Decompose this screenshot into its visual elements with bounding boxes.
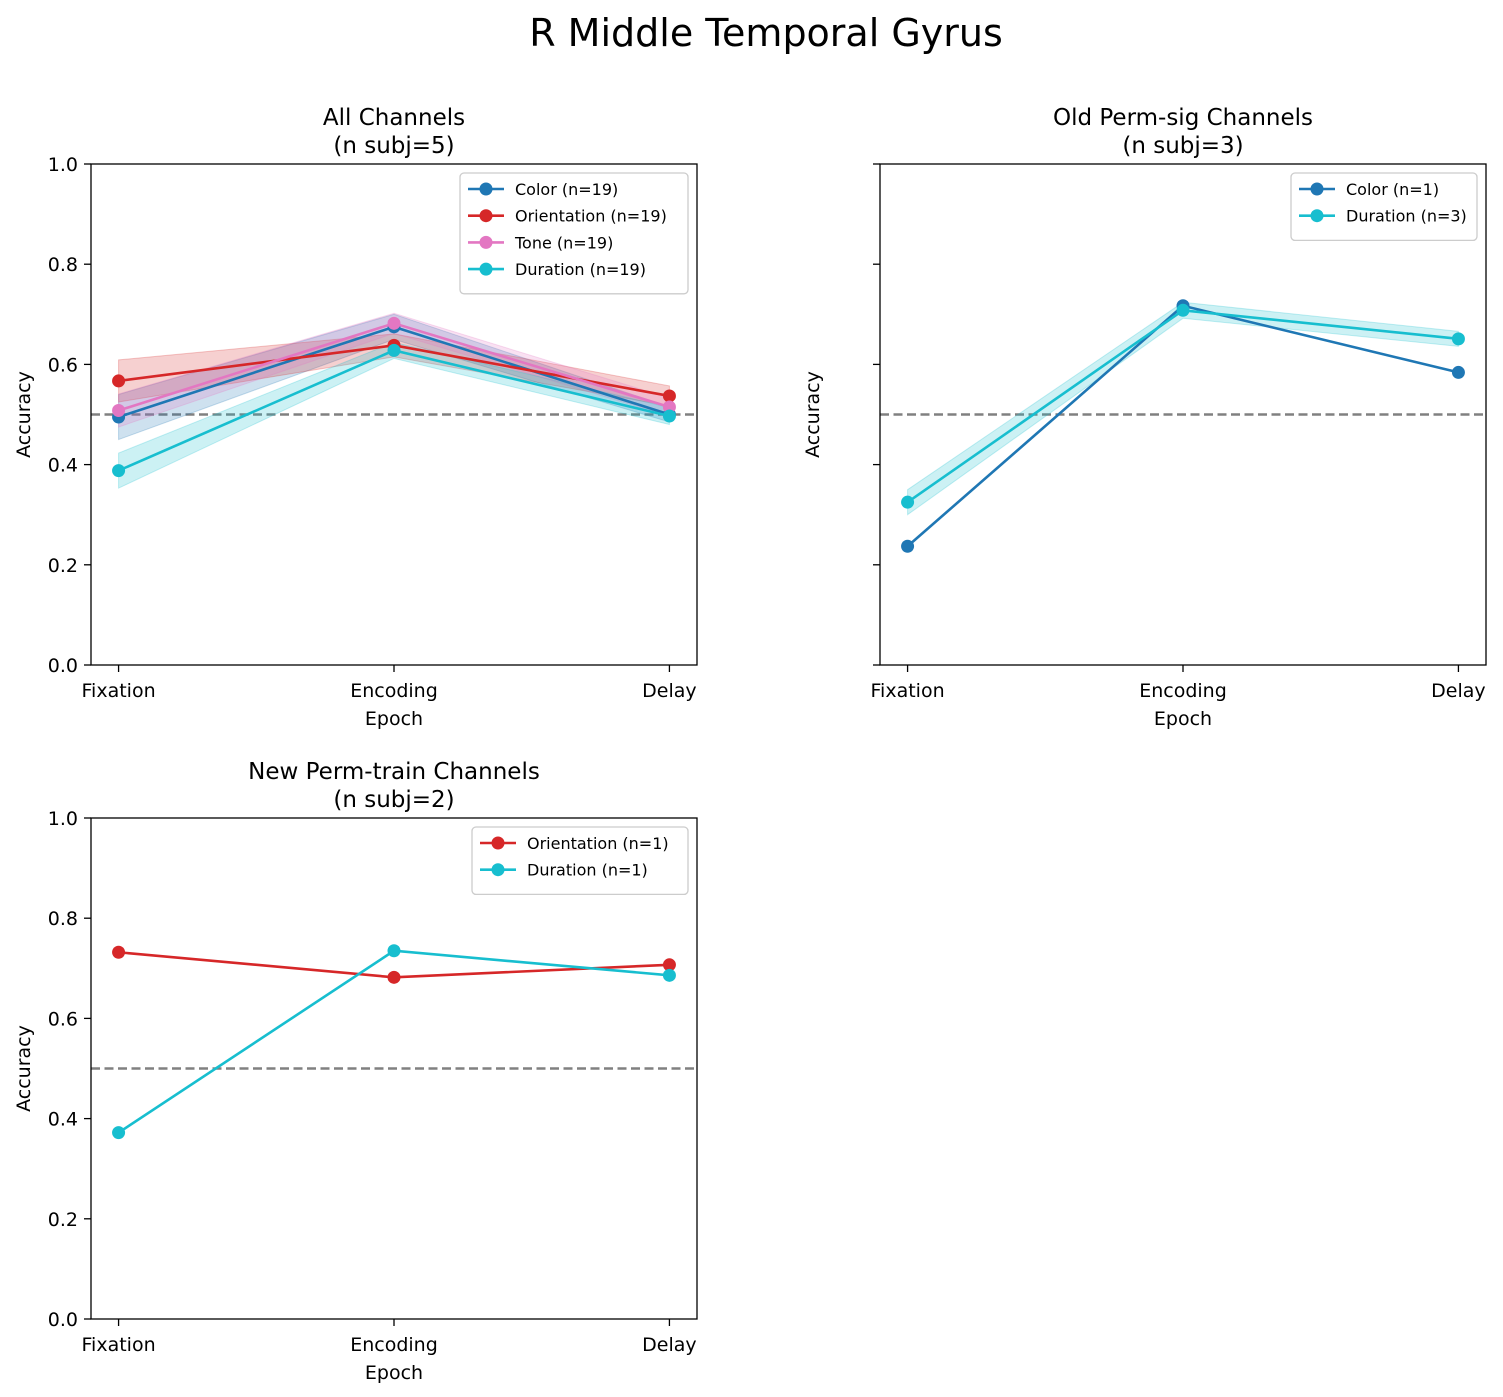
axes-frame [90,817,698,1320]
subplot-subtitle: (n subj=5) [333,133,454,159]
duration-n-3-confidence-band [907,301,1459,516]
orientation-n-1-point [662,958,676,972]
x-axis-label: Epoch [1154,708,1212,730]
figure-suptitle: R Middle Temporal Gyrus [529,11,1003,55]
legend-label: Duration (n=19) [515,260,646,279]
y-axis-label: Accuracy [802,371,824,458]
duration-n-3-point [1176,303,1190,317]
subplot-1: All Channels(n subj=5) 0.0 0.2 0.4 0.6 0.8 1.0… [13,105,698,730]
x-axis-label: Epoch [365,708,423,730]
y-tick-label: 0.0 [48,1309,78,1331]
x-tick-label: Fixation [82,680,156,702]
x-tick-label: Fixation [871,680,945,702]
y-tick-label: 0.6 [48,1008,78,1030]
legend-swatch-marker [1310,182,1324,196]
y-tick-label: 0.4 [48,455,78,477]
color-n-1-point [1451,365,1465,379]
y-tick-label: 0.4 [48,1109,78,1131]
x-tick-label: Delay [642,680,697,702]
legend-label: Duration (n=3) [1346,207,1467,226]
legend-box [459,172,689,295]
legend-swatch-marker [491,863,505,877]
subplot-subtitle: (n subj=2) [333,787,454,813]
y-tick-label: 0.2 [48,1209,78,1231]
duration-n-3-point [901,495,915,509]
legend-label: Duration (n=1) [527,861,648,880]
subplot-title: All Channels [323,105,465,131]
x-tick-label: Fixation [82,1334,156,1356]
axes-frame [879,163,1487,666]
color-n-1-point [901,539,915,553]
legend-label: Color (n=19) [515,180,618,199]
x-tick-label: Delay [1431,680,1486,702]
x-tick-label: Encoding [1139,680,1227,702]
y-tick-label: 0.2 [48,555,78,577]
y-tick-label: 0.6 [48,354,78,376]
tone-n-19-point [112,403,126,417]
legend-swatch-marker [479,209,493,223]
legend: Color (n=1) Duration (n=3) [1290,172,1478,242]
legend-label: Orientation (n=1) [527,834,669,853]
orientation-n-1-point [387,970,401,984]
tone-n-19-point [662,400,676,414]
legend-swatch-marker [479,235,493,249]
x-tick-label: Encoding [350,680,438,702]
legend-swatch-marker [491,836,505,850]
legend: Color (n=19) Orientation (n=19) Tone (n=19… [459,172,689,295]
subplot-subtitle: (n subj=3) [1122,133,1243,159]
y-axis-label: Accuracy [13,1025,35,1112]
legend-swatch-marker [1310,209,1324,223]
legend-swatch-marker [479,182,493,196]
x-tick-label: Delay [642,1334,697,1356]
legend-label: Color (n=1) [1346,180,1439,199]
subplot-3: New Perm-train Channels(n subj=2) 0.0 0.2 0… [13,759,698,1384]
duration-n-19-point [387,343,401,357]
duration-n-1-point [387,944,401,958]
y-tick-label: 0.0 [48,655,78,677]
duration-n-19-point [112,464,126,478]
duration-n-19-point [662,409,676,423]
y-tick-label: 1.0 [48,808,78,830]
legend-label: Orientation (n=19) [515,207,667,226]
x-axis-label: Epoch [365,1362,423,1384]
duration-n-1-point [112,1126,126,1140]
color-n-1-line [906,304,1459,548]
subplot-2: Old Perm-sig Channels(n subj=3) Fixation E… [802,105,1487,730]
y-axis-label: Accuracy [13,371,35,458]
subplot-title: Old Perm-sig Channels [1053,105,1313,131]
subplot-title: New Perm-train Channels [248,759,540,785]
legend-box [471,826,689,896]
legend-label: Tone (n=19) [514,233,613,252]
y-tick-label: 0.8 [48,254,78,276]
legend-box [1290,172,1478,242]
orientation-n-19-point [662,389,676,403]
subplot-grid: All Channels(n subj=5) 0.0 0.2 0.4 0.6 0.8 1.0… [13,105,1487,1384]
y-tick-label: 0.8 [48,908,78,930]
tone-n-19-point [387,316,401,330]
duration-n-1-point [662,968,676,982]
duration-n-3-point [1451,332,1465,346]
orientation-n-19-point [112,374,126,388]
x-tick-label: Encoding [350,1334,438,1356]
y-tick-label: 1.0 [48,154,78,176]
legend: Orientation (n=1) Duration (n=1) [471,826,689,896]
legend-swatch-marker [479,262,493,276]
orientation-n-1-point [112,945,126,959]
axes-frame [90,163,698,666]
